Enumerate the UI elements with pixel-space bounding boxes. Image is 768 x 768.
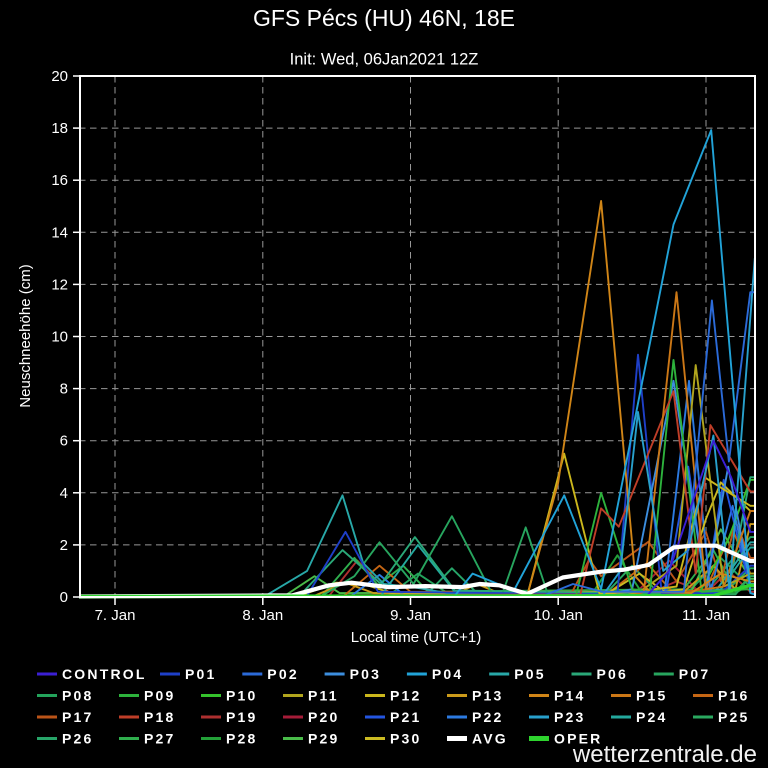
svg-text:P21: P21 [390, 709, 422, 725]
svg-text:20: 20 [51, 68, 68, 85]
svg-text:P13: P13 [472, 688, 504, 704]
svg-text:11. Jan: 11. Jan [682, 607, 730, 624]
svg-text:6: 6 [60, 433, 68, 450]
svg-text:P26: P26 [62, 731, 94, 747]
svg-text:18: 18 [51, 120, 68, 137]
svg-text:10: 10 [51, 329, 68, 346]
svg-text:AVG: AVG [472, 731, 508, 747]
svg-text:14: 14 [51, 224, 68, 241]
svg-text:8. Jan: 8. Jan [242, 607, 283, 624]
svg-text:P10: P10 [226, 688, 258, 704]
svg-text:Neuschneehöhe (cm): Neuschneehöhe (cm) [17, 264, 34, 407]
svg-text:P15: P15 [636, 688, 668, 704]
svg-text:P14: P14 [554, 688, 586, 704]
svg-text:P12: P12 [390, 688, 422, 704]
svg-text:P02: P02 [267, 666, 299, 682]
svg-text:Local time (UTC+1): Local time (UTC+1) [351, 629, 481, 646]
svg-text:P09: P09 [144, 688, 176, 704]
svg-text:P04: P04 [432, 666, 464, 682]
svg-text:Init: Wed, 06Jan2021 12Z: Init: Wed, 06Jan2021 12Z [290, 51, 479, 69]
svg-text:2: 2 [60, 537, 68, 554]
svg-text:P18: P18 [144, 709, 176, 725]
svg-text:P28: P28 [226, 731, 258, 747]
svg-text:P23: P23 [554, 709, 586, 725]
svg-text:P27: P27 [144, 731, 176, 747]
svg-text:P30: P30 [390, 731, 422, 747]
svg-text:wetterzentrale.de: wetterzentrale.de [572, 741, 757, 768]
svg-text:12: 12 [51, 276, 68, 293]
svg-text:16: 16 [51, 172, 68, 189]
svg-text:7. Jan: 7. Jan [95, 607, 136, 624]
svg-text:8: 8 [60, 381, 68, 398]
svg-text:P20: P20 [308, 709, 340, 725]
svg-text:P25: P25 [718, 709, 750, 725]
svg-text:10. Jan: 10. Jan [534, 607, 583, 624]
svg-text:P06: P06 [597, 666, 629, 682]
svg-text:4: 4 [60, 485, 68, 502]
svg-text:P03: P03 [350, 666, 382, 682]
svg-text:P19: P19 [226, 709, 258, 725]
svg-text:P24: P24 [636, 709, 668, 725]
svg-text:OPER: OPER [554, 731, 602, 747]
svg-text:0: 0 [60, 589, 68, 606]
svg-text:P22: P22 [472, 709, 504, 725]
svg-text:P17: P17 [62, 709, 94, 725]
svg-text:P05: P05 [514, 666, 546, 682]
svg-text:P07: P07 [679, 666, 711, 682]
svg-text:P11: P11 [308, 688, 339, 704]
svg-text:GFS Pécs (HU) 46N, 18E: GFS Pécs (HU) 46N, 18E [253, 5, 515, 31]
svg-text:P16: P16 [718, 688, 750, 704]
svg-text:CONTROL: CONTROL [62, 666, 147, 682]
svg-text:P01: P01 [185, 666, 217, 682]
svg-text:P29: P29 [308, 731, 340, 747]
svg-text:P08: P08 [62, 688, 94, 704]
svg-text:9. Jan: 9. Jan [390, 607, 431, 624]
